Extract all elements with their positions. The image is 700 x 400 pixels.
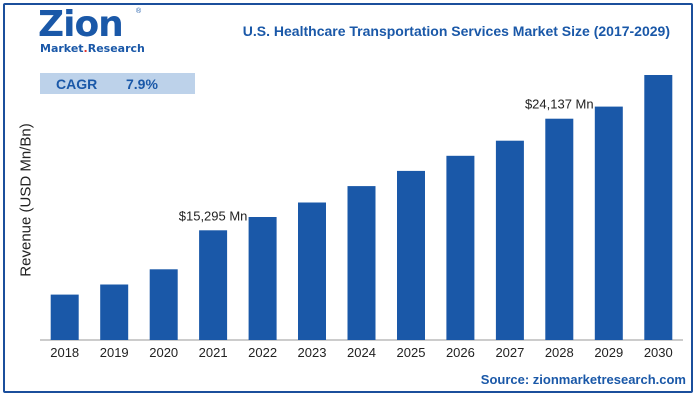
bar-2029 — [594, 106, 623, 340]
x-tick-label-2023: 2023 — [298, 345, 327, 360]
x-tick-label-2021: 2021 — [199, 345, 228, 360]
bar-2020 — [149, 269, 178, 340]
bar-2028 — [545, 118, 574, 340]
logo-subtitle: Market.Research — [40, 42, 145, 55]
bar-2030 — [644, 75, 673, 340]
bar-2018 — [50, 294, 79, 340]
x-tick-label-2018: 2018 — [50, 345, 79, 360]
bar-2025 — [397, 170, 425, 340]
x-tick-label-2024: 2024 — [347, 345, 376, 360]
x-tick-label-2019: 2019 — [100, 345, 129, 360]
x-tick-label-2028: 2028 — [545, 345, 574, 360]
x-tick-label-2026: 2026 — [446, 345, 475, 360]
source-note: Source: zionmarketresearch.com — [480, 372, 686, 387]
bar-2026 — [446, 155, 475, 340]
x-tick-label-2025: 2025 — [397, 345, 426, 360]
logo-wordmark: Zion — [38, 4, 124, 45]
x-tick-label-2029: 2029 — [594, 345, 623, 360]
bar-2027 — [495, 140, 524, 340]
bar-2023 — [298, 202, 326, 340]
data-label-2021: $15,295 Mn — [179, 208, 248, 223]
x-tick-label-2020: 2020 — [149, 345, 178, 360]
cagr-label: CAGR — [56, 76, 98, 92]
x-tick-label-2022: 2022 — [248, 345, 277, 360]
cagr-value: 7.9% — [126, 76, 158, 92]
logo-registered-mark: ® — [136, 8, 142, 15]
bar-2024 — [347, 186, 376, 340]
x-tick-label-2030: 2030 — [644, 345, 673, 360]
data-label-2028: $24,137 Mn — [525, 97, 594, 112]
chart-title: U.S. Healthcare Transportation Services … — [242, 23, 670, 39]
x-tick-label-2027: 2027 — [495, 345, 524, 360]
bar-2022 — [248, 217, 277, 340]
cagr-badge: CAGR 7.9% — [40, 73, 195, 94]
bar-2021 — [199, 230, 228, 340]
zion-logo: Zion ® Market.Research — [36, 4, 146, 56]
chart-frame — [3, 3, 693, 393]
bar-2019 — [100, 284, 129, 340]
